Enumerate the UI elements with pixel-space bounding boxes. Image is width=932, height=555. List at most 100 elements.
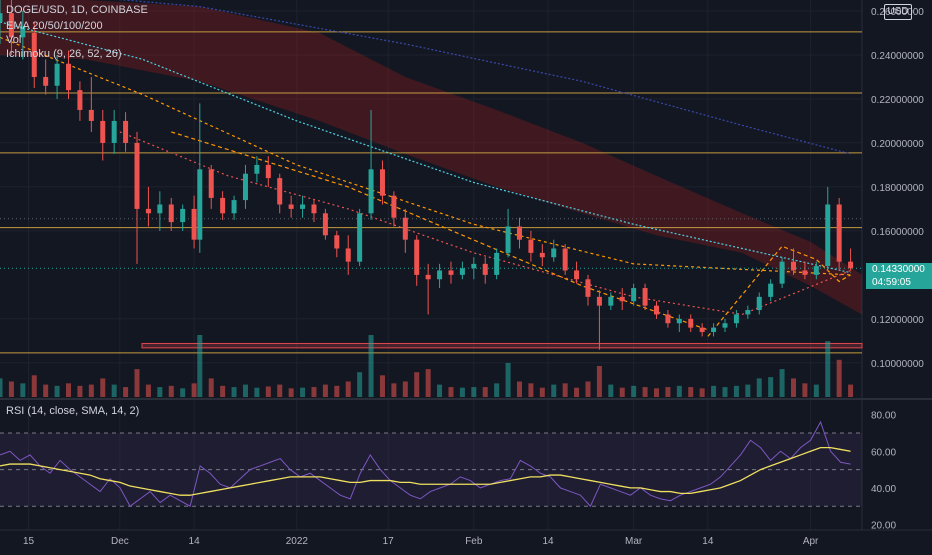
volume-bar — [802, 383, 808, 397]
candle-body — [414, 239, 420, 275]
volume-bar — [20, 383, 26, 397]
volume-bar — [425, 369, 431, 397]
ichimoku-cloud — [0, 0, 862, 315]
candlesticks — [0, 0, 854, 350]
candle-body — [836, 204, 842, 262]
volume-bar — [242, 384, 248, 397]
rsi-tick-label: 20.00 — [871, 521, 896, 532]
volume-bar — [231, 387, 237, 397]
candle-body — [482, 263, 488, 275]
rsi-legend[interactable]: RSI (14, close, SMA, 14, 2) — [6, 405, 140, 417]
ichimoku-legend[interactable]: Ichimoku (9, 26, 52, 26) — [6, 48, 122, 60]
candle-body — [254, 164, 260, 174]
volume-bar — [66, 383, 72, 397]
candle-body — [180, 208, 186, 223]
pattern-line — [707, 245, 851, 337]
candle-body — [425, 274, 431, 280]
time-tick-label: 14 — [542, 536, 554, 547]
candle-body — [334, 235, 340, 249]
volume-bar — [300, 387, 306, 397]
time-tick-label: Mar — [625, 536, 643, 547]
volume-bar — [322, 384, 328, 397]
price-tick-label: 0.18000000 — [871, 183, 924, 194]
volume-bar — [608, 384, 614, 397]
volume-bar — [123, 387, 129, 397]
volume-bar — [345, 381, 351, 397]
volume-bar — [574, 387, 580, 397]
volume-bar — [168, 385, 174, 397]
candle-body — [459, 268, 465, 275]
volume-bar — [653, 388, 659, 397]
volume-bar — [745, 384, 751, 397]
volume-bar — [482, 387, 488, 397]
candle-body — [20, 26, 26, 38]
volume-bar — [596, 366, 602, 397]
candle-body — [145, 208, 151, 214]
rsi-sma-line — [0, 446, 851, 496]
volume-bar — [379, 375, 385, 397]
support-zone — [141, 342, 863, 349]
volume-bar — [471, 387, 477, 397]
volume-bar — [134, 369, 140, 397]
candle-body — [66, 63, 72, 91]
candle-body — [208, 169, 214, 198]
symbol-legend[interactable]: DOGE/USD, 1D, COINBASE — [6, 4, 148, 16]
volume-bar — [825, 341, 831, 397]
ema-legend[interactable]: EMA 20/50/100/200 — [6, 20, 103, 32]
volume-bar — [88, 384, 94, 397]
volume-bar — [157, 387, 163, 397]
cloud-area — [0, 0, 862, 315]
volume-bar — [197, 335, 203, 397]
candle-body — [733, 314, 739, 324]
vol-legend[interactable]: Vol — [6, 34, 22, 46]
candle-body — [642, 288, 648, 306]
candle-body — [357, 213, 363, 262]
candle-body — [471, 263, 477, 269]
volume-bar — [402, 381, 408, 397]
volume-bar — [756, 378, 762, 397]
candle-body — [574, 270, 580, 280]
volume-bar — [790, 378, 796, 397]
candle-body — [813, 266, 819, 275]
candle-body — [191, 208, 197, 240]
time-tick-label: Apr — [803, 536, 819, 547]
time-tick-label: 14 — [189, 536, 201, 547]
candle-body — [779, 261, 785, 284]
candle-body — [391, 195, 397, 218]
price-tick-label: 0.26000000 — [871, 7, 924, 18]
volume-bar — [277, 384, 283, 397]
candle-body — [157, 204, 163, 214]
price-tick-label: 0.24000000 — [871, 51, 924, 62]
candle-body — [516, 226, 522, 240]
volume-bar — [779, 369, 785, 397]
candle-body — [379, 169, 385, 196]
rsi-line — [0, 420, 851, 508]
candle-body — [722, 323, 728, 328]
volume-bar — [54, 385, 60, 397]
volume-bar — [722, 387, 728, 397]
volume-bar — [288, 388, 294, 397]
candle-body — [111, 120, 117, 143]
rsi-pane — [0, 420, 862, 508]
volume-bar — [334, 385, 340, 397]
volume-bar — [768, 377, 774, 397]
rsi-tick-label: 80.00 — [871, 411, 896, 422]
horizontal-levels — [0, 31, 863, 354]
volume-bar — [733, 385, 739, 397]
candle-body — [562, 248, 568, 271]
volume-bar — [357, 372, 363, 397]
candle-body — [711, 327, 717, 333]
volume-bar — [585, 381, 591, 397]
candle-body — [300, 204, 306, 209]
time-tick-label: Feb — [465, 536, 483, 547]
volume-bar — [562, 383, 568, 397]
candle-body — [402, 217, 408, 240]
currency-button[interactable]: USD — [884, 4, 912, 20]
price-tick-label: 0.12000000 — [871, 315, 924, 326]
candle-body — [688, 318, 694, 328]
candle-body — [197, 169, 203, 240]
volume-bar — [505, 362, 511, 397]
